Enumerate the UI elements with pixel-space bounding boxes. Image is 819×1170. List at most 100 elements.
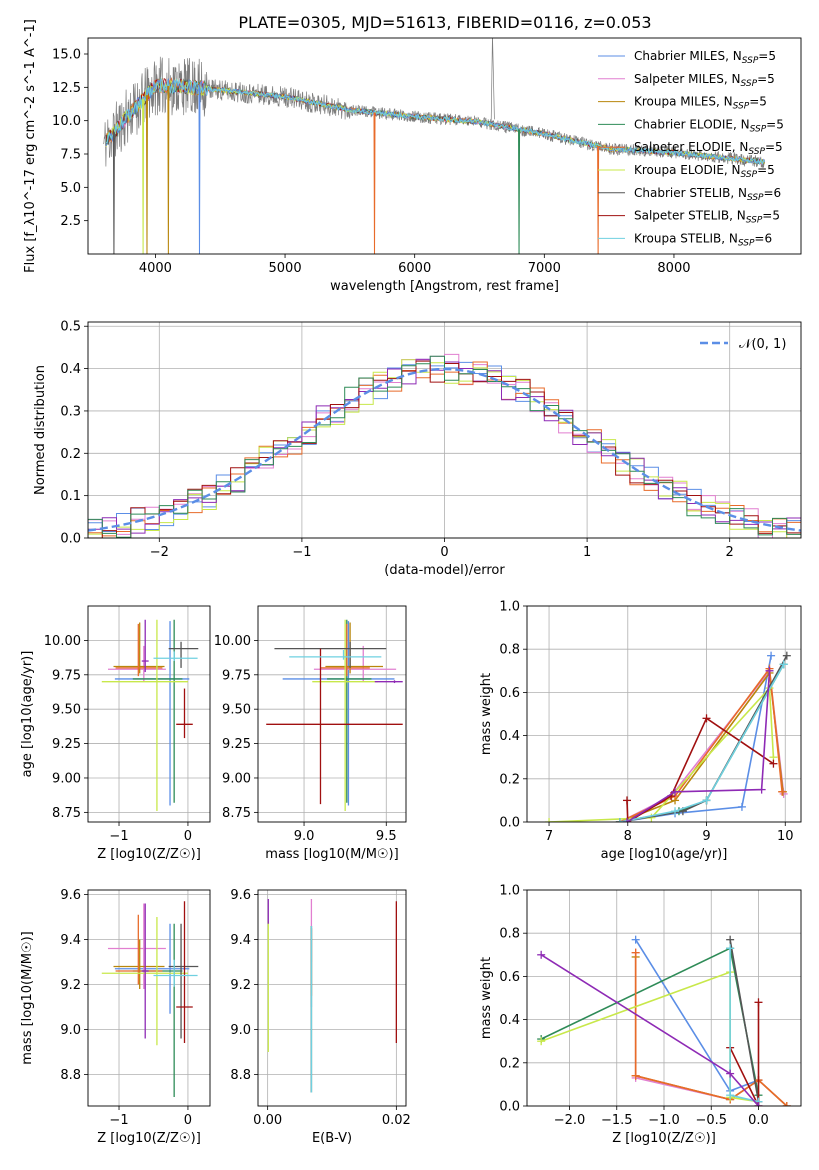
errorbar-point [141, 619, 149, 673]
y-tick-label: 15.0 [52, 48, 81, 63]
errorbar-point [114, 923, 190, 1014]
plus-marker [754, 1102, 763, 1106]
plus-marker [671, 787, 680, 796]
y-tick-label: 10.0 [52, 114, 81, 129]
plot-area [266, 619, 403, 811]
y-tick-label: 1.0 [499, 600, 520, 615]
normal-curve [88, 367, 801, 532]
plus-marker [702, 714, 711, 723]
y-tick-label: 2.5 [60, 214, 81, 229]
plot-area [545, 651, 791, 822]
panel-mass-weight-vs-age: 7 8 9 10 0.0 0.2 0.4 0.6 0.8 1.0 age [log10(age/yr… [479, 600, 802, 862]
x-axis-label: (data-model)/error [384, 563, 505, 578]
x-tick-label: 4000 [139, 261, 172, 276]
x-tick-label: 0.02 [382, 1113, 411, 1128]
errorbar-point [313, 645, 397, 682]
x-tick-label: 8000 [657, 261, 690, 276]
plot-area [103, 38, 766, 254]
legend-label: Salpeter STELIB, NSSP=5 [634, 209, 780, 226]
plus-marker [622, 796, 631, 805]
axes-frame [526, 889, 802, 1107]
errorbar-point [176, 688, 193, 739]
plus-marker [726, 1069, 735, 1078]
errorbar-point [113, 622, 165, 674]
y-tick-label: 9.0 [230, 1023, 251, 1038]
x-tick-label: 9 [702, 829, 710, 844]
x-tick-label: −0.5 [695, 1113, 727, 1128]
x-tick-label: 2 [726, 545, 734, 560]
y-tick-label: 8.8 [60, 1068, 81, 1083]
x-tick-label: 0 [440, 545, 448, 560]
errorbar-point [274, 641, 387, 668]
panel-residual-histogram: −2 −1 0 1 2 0.0 0.1 0.2 0.3 0.4 0.5 (data-model)/er… [33, 320, 802, 578]
mass-weight-line [619, 663, 785, 822]
x-tick-label: −1 [292, 545, 311, 560]
y-tick-label: 9.2 [60, 978, 81, 993]
y-axis-label: mass weight [479, 673, 494, 755]
absorption-dip [112, 132, 115, 254]
errorbar-point [312, 619, 379, 811]
panel-mass-weight-vs-Z: −2.0 −1.5 −1.0 −0.5 0.0 0.0 0.2 0.4 0.6 0.8 1.0 Z [… [479, 884, 802, 1146]
axes-frame [87, 605, 211, 823]
panel-age-vs-Z: −1 0 8.75 9.00 9.25 9.50 9.75 10.00 Z [log10(Z/Z… [20, 605, 211, 862]
y-tick-label: 0.8 [499, 643, 520, 658]
legend-label: Salpeter ELODIE, NSSP=5 [634, 140, 783, 157]
plus-marker [671, 807, 680, 816]
y-tick-label: 9.4 [230, 933, 251, 948]
y-tick-label: 9.4 [60, 933, 81, 948]
legend-label: Salpeter MILES, NSSP=5 [634, 72, 775, 89]
axes-frame [87, 37, 802, 255]
figure-title: PLATE=0305, MJD=51613, FIBERID=0116, z=0… [238, 13, 651, 32]
mass-weight-line [729, 1002, 760, 1106]
y-tick-label: 0.4 [60, 362, 81, 377]
plus-marker [537, 950, 546, 959]
y-tick-label: 1.0 [499, 884, 520, 899]
y-axis-label: mass [log10(M/M☉)] [20, 931, 35, 1064]
y-tick-label: 0.0 [499, 1100, 520, 1115]
x-tick-label: 9.5 [376, 829, 397, 844]
mass-weight-line [548, 686, 775, 822]
y-tick-label: 0.5 [60, 320, 81, 335]
legend-label: Kroupa STELIB, NSSP=6 [634, 231, 772, 248]
y-tick-label: 8.75 [52, 806, 81, 821]
y-tick-label: 9.50 [222, 703, 251, 718]
errorbar-point [132, 619, 183, 803]
mass-weight-line [626, 670, 771, 822]
plus-marker [765, 666, 774, 675]
absorption-dip [198, 87, 201, 254]
plus-marker [726, 935, 735, 944]
plus-marker [769, 759, 778, 768]
y-axis-label: age [log10(age/yr)] [20, 651, 35, 778]
absorption-dip [142, 99, 145, 254]
plus-marker [702, 796, 711, 805]
x-axis-label: Z [log10(Z/Z☉)] [612, 1131, 716, 1146]
y-tick-label: 8.8 [230, 1068, 251, 1083]
axes-frame [87, 321, 802, 539]
x-tick-label: 9.0 [294, 829, 315, 844]
errorbar-point [153, 651, 198, 662]
errorbar-point [113, 939, 165, 989]
y-tick-label: 8.75 [222, 806, 251, 821]
gridlines [258, 606, 406, 822]
x-tick-label: 7000 [528, 261, 561, 276]
legend-label: Kroupa ELODIE, NSSP=5 [634, 163, 775, 180]
x-axis-label: wavelength [Angstrom, rest frame] [330, 279, 559, 294]
plus-marker [622, 818, 631, 822]
plot-area [101, 901, 199, 1097]
plus-marker [726, 1091, 735, 1100]
x-axis-label: age [log10(age/yr)] [601, 847, 728, 862]
plot-area [88, 353, 801, 538]
x-tick-label: −2.0 [554, 1113, 586, 1128]
plus-marker [767, 651, 776, 660]
legend-label: Chabrier STELIB, NSSP=6 [634, 186, 781, 203]
errorbar-point [101, 619, 188, 811]
y-tick-label: 0.2 [499, 1056, 520, 1071]
y-tick-label: 0.6 [499, 970, 520, 985]
gridlines [88, 606, 210, 822]
y-tick-label: 9.6 [60, 888, 81, 903]
legend-label: Kroupa MILES, NSSP=5 [634, 95, 767, 112]
gridlines [88, 890, 210, 1106]
plus-marker [779, 660, 788, 669]
plus-marker [545, 818, 554, 822]
errorbar-point [266, 648, 403, 805]
